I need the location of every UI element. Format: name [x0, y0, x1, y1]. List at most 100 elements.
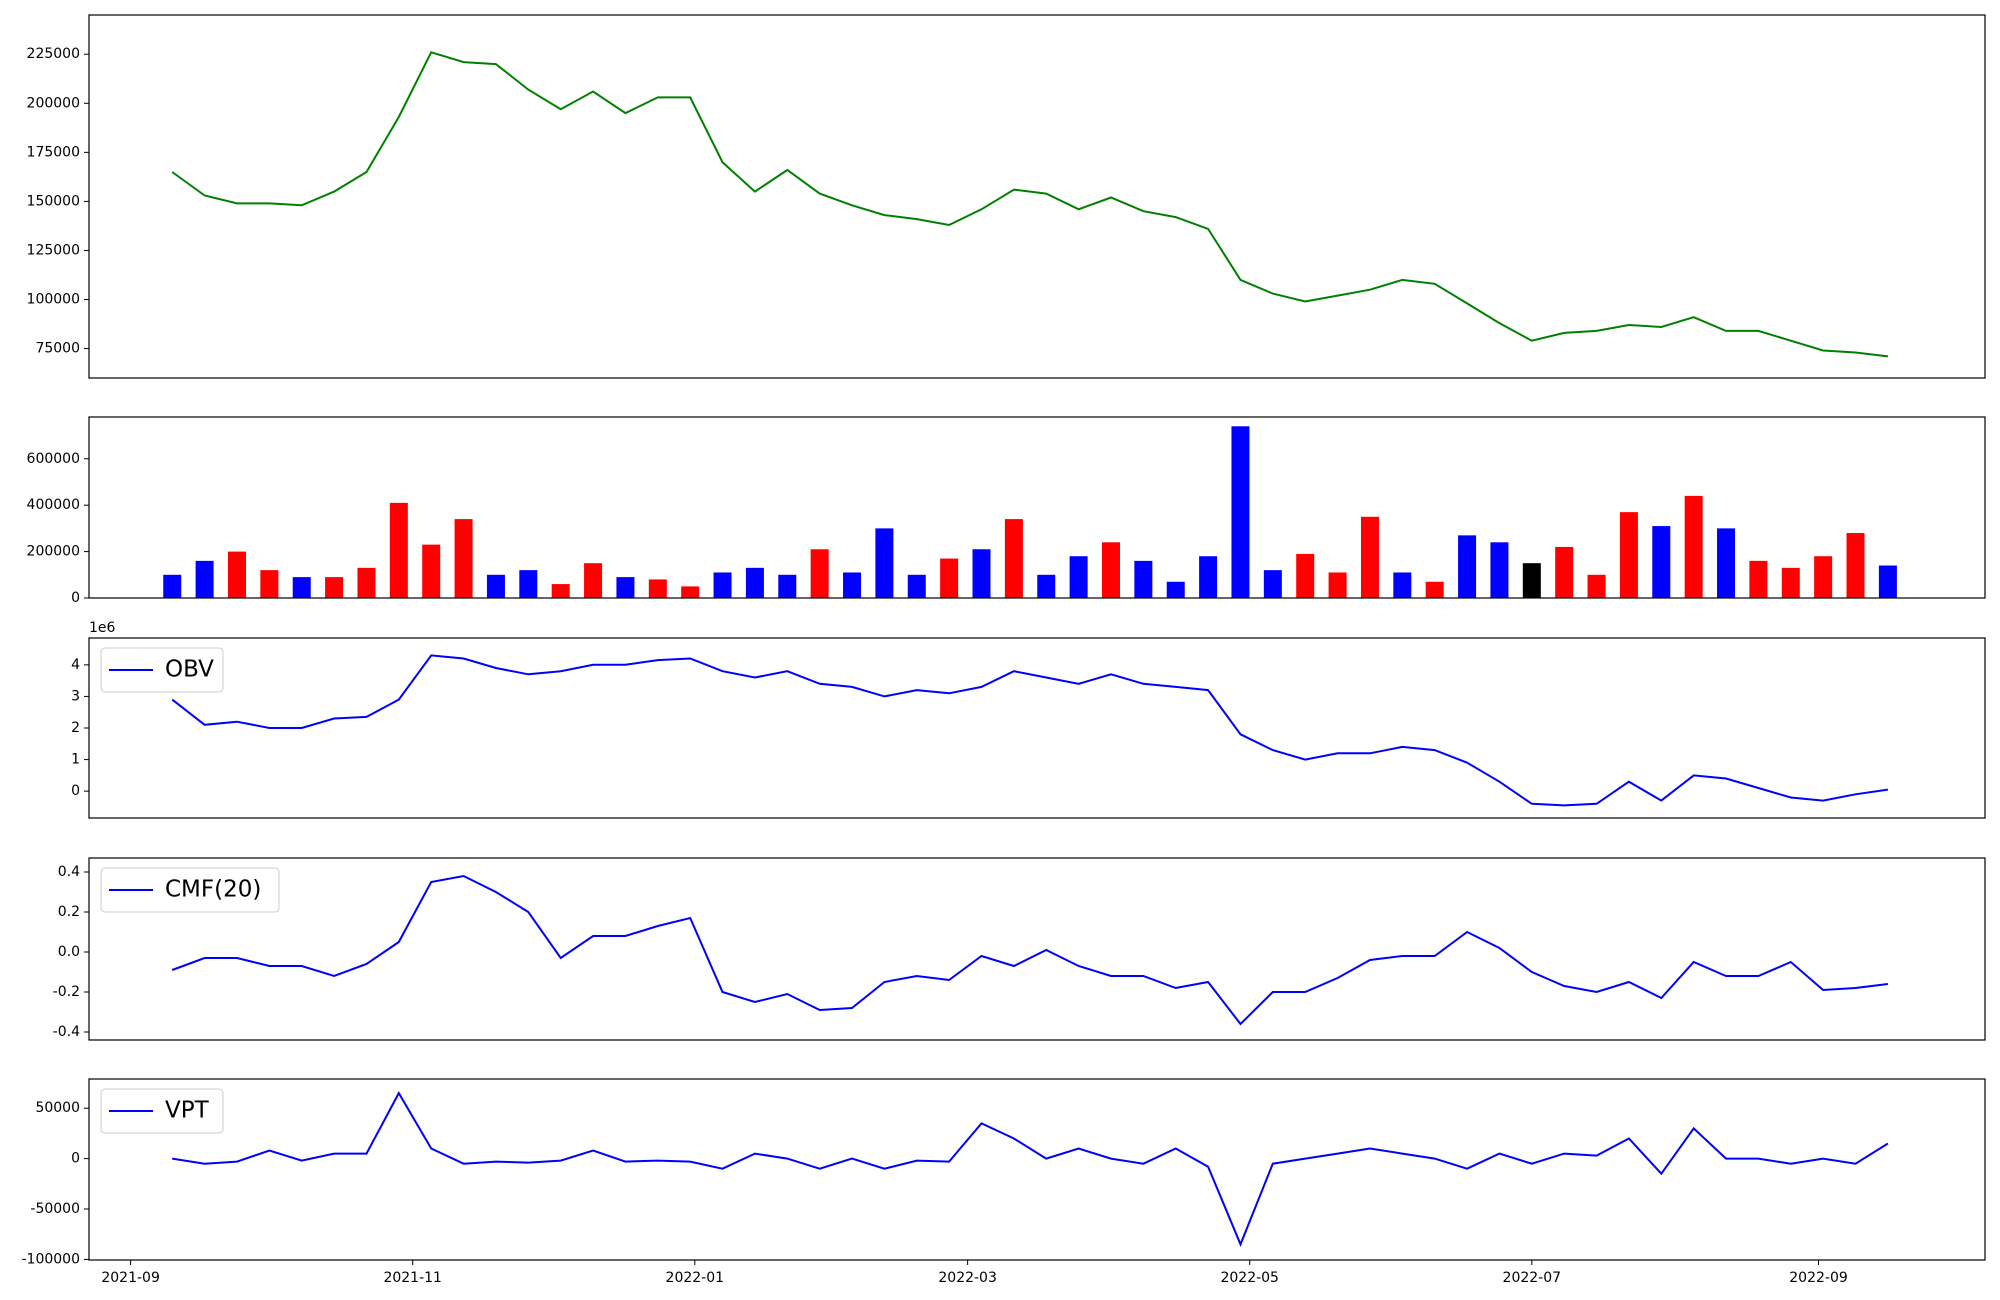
y-tick-label: 4 [71, 657, 80, 673]
volume-bar [1037, 574, 1056, 598]
y-tick-label: 0 [71, 590, 80, 606]
volume-bar [1199, 556, 1218, 598]
y-tick-label: 150000 [27, 193, 80, 209]
volume-bar [227, 551, 246, 598]
volume-bar [681, 586, 700, 598]
y-tick-label: 600000 [27, 451, 80, 467]
y-tick-label: 0.2 [58, 904, 80, 920]
volume-bar [1425, 581, 1444, 598]
volume-bar [745, 567, 764, 598]
volume-bar [584, 563, 603, 598]
volume-bar [195, 560, 214, 598]
y-tick-label: -0.4 [53, 1024, 80, 1040]
x-tick-label: 2022-03 [938, 1270, 997, 1286]
volume-bar [1490, 542, 1509, 598]
y-tick-label: -100000 [22, 1251, 81, 1267]
y-tick-label: 50000 [35, 1100, 80, 1116]
series-line [171, 874, 1889, 1026]
y-tick-label: 100000 [27, 292, 80, 308]
volume-bar [1393, 572, 1412, 598]
volume-bar [1360, 516, 1379, 598]
volume-bar [1328, 572, 1347, 598]
volume-bar [1749, 560, 1768, 598]
legend-box [100, 647, 224, 693]
x-tick-label: 2022-05 [1220, 1270, 1279, 1286]
y-tick-label: 225000 [27, 46, 80, 62]
legend-box [100, 1088, 224, 1134]
volume-bar [486, 574, 505, 598]
volume-bar [1846, 533, 1865, 598]
volume-bar [1684, 495, 1703, 598]
plot-frame [88, 1078, 1986, 1261]
volume-bar [163, 574, 182, 598]
y-tick-label: 0.0 [58, 944, 80, 960]
volume-bar [551, 584, 570, 598]
y-tick-label: -0.2 [53, 984, 80, 1000]
volume-bar [972, 549, 991, 598]
volume-bar [1134, 560, 1153, 598]
y-tick-label: 175000 [27, 144, 80, 160]
y-tick-label: 1 [71, 752, 80, 768]
y-tick-label: 2 [71, 720, 80, 736]
y-tick-label: 0.4 [58, 864, 80, 880]
volume-bar [1004, 519, 1023, 598]
x-tick-label: 2021-09 [101, 1270, 160, 1286]
volume-bar [454, 519, 473, 598]
volume-bar [1069, 556, 1088, 598]
volume-bar [260, 570, 279, 598]
x-tick-label: 2022-01 [666, 1270, 725, 1286]
volume-bar [1814, 556, 1833, 598]
volume-bar [810, 549, 829, 598]
volume-bar [616, 577, 635, 598]
y-tick-label: -50000 [30, 1201, 80, 1217]
volume-bar [1878, 565, 1897, 598]
volume-bar [519, 570, 538, 598]
y-tick-label: 200000 [27, 544, 80, 560]
y-tick-label: 0 [71, 1151, 80, 1167]
y-tick-label: 200000 [27, 95, 80, 111]
volume-bar [907, 574, 926, 598]
volume-bar [292, 577, 311, 598]
legend-label: VPT [165, 1098, 210, 1124]
volume-bar [1717, 528, 1736, 598]
volume-bar [422, 544, 441, 598]
legend-label: CMF(20) [165, 877, 261, 903]
volume-bar [389, 502, 408, 598]
series-line [171, 654, 1889, 807]
legend-label: OBV [165, 657, 214, 683]
x-tick-label: 2022-09 [1789, 1270, 1848, 1286]
series-line [171, 51, 1889, 358]
volume-bar [1619, 512, 1638, 598]
volume-bar [1296, 553, 1315, 598]
x-tick-label: 2022-07 [1503, 1270, 1562, 1286]
y-offset-label: 1e6 [89, 620, 116, 636]
x-tick-label: 2021-11 [383, 1270, 442, 1286]
y-tick-label: 3 [71, 688, 80, 704]
volume-bar [1587, 574, 1606, 598]
volume-bar [1781, 567, 1800, 598]
plot-frame [88, 637, 1986, 819]
volume-bar [1231, 426, 1250, 598]
volume-bar [1101, 542, 1120, 598]
volume-bar [1652, 526, 1671, 598]
volume-bar [713, 572, 732, 598]
volume-bar [648, 579, 667, 598]
volume-bar [1166, 581, 1185, 598]
volume-bar [1263, 570, 1282, 598]
volume-bar [1522, 563, 1541, 598]
plot-frame [88, 14, 1986, 379]
volume-bar [1555, 546, 1574, 598]
volume-bar [1458, 535, 1477, 598]
volume-bar [843, 572, 862, 598]
volume-bar [940, 558, 959, 598]
volume-bar [875, 528, 894, 598]
plot-frame [88, 857, 1986, 1041]
y-tick-label: 400000 [27, 497, 80, 513]
volume-bar [325, 577, 344, 598]
y-tick-label: 125000 [27, 242, 80, 258]
plot-frame [88, 416, 1986, 599]
series-line [172, 1091, 1889, 1247]
volume-bar [357, 567, 376, 598]
legend-box [100, 867, 280, 913]
